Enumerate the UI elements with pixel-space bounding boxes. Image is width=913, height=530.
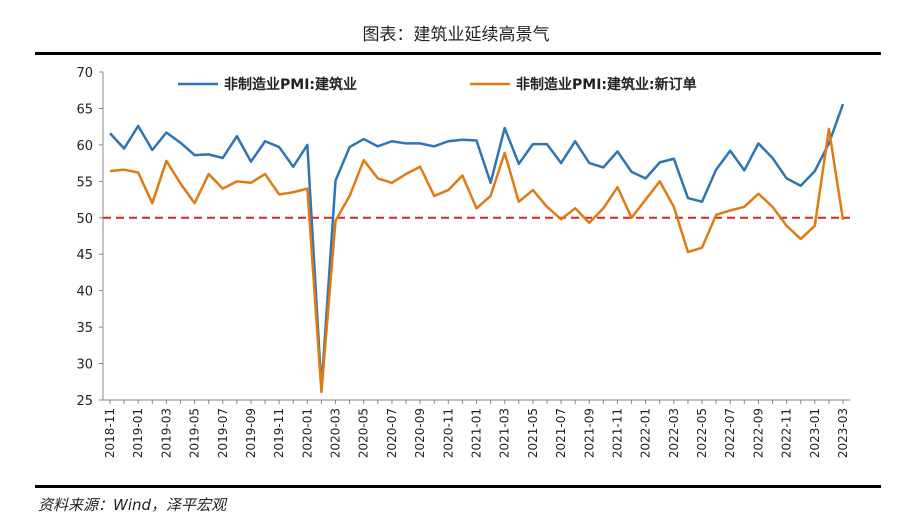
bottom-rule bbox=[35, 485, 881, 488]
top-rule bbox=[35, 52, 881, 55]
x-tick-label: 2020-01 bbox=[300, 408, 314, 458]
y-tick-label: 30 bbox=[76, 358, 93, 373]
y-tick-label: 50 bbox=[76, 212, 93, 227]
x-tick-label: 2018-11 bbox=[103, 408, 117, 458]
x-tick-label: 2022-03 bbox=[667, 408, 681, 458]
x-tick-label: 2019-11 bbox=[272, 408, 286, 458]
x-tick-label: 2022-07 bbox=[723, 408, 737, 458]
x-tick-label: 2023-01 bbox=[808, 408, 822, 458]
x-tick-label: 2022-05 bbox=[695, 408, 709, 458]
y-tick-label: 60 bbox=[76, 139, 93, 154]
x-tick-label: 2020-11 bbox=[441, 408, 455, 458]
chart-title: 图表：建筑业延续高景气 bbox=[363, 25, 550, 45]
series-line bbox=[109, 127, 845, 394]
legend-label: 非制造业PMI:建筑业:新订单 bbox=[516, 76, 697, 93]
source: 资料来源：Wind，泽平宏观 bbox=[38, 496, 228, 514]
x-tick-label: 2021-03 bbox=[498, 408, 512, 458]
legend-label: 非制造业PMI:建筑业 bbox=[224, 76, 357, 93]
x-tick-label: 2022-09 bbox=[751, 408, 765, 458]
y-tick-label: 25 bbox=[76, 394, 93, 409]
x-tick-label: 2020-05 bbox=[357, 408, 371, 458]
y-tick-label: 55 bbox=[76, 175, 93, 190]
x-tick-label: 2021-11 bbox=[610, 408, 624, 458]
x-tick-label: 2020-03 bbox=[329, 408, 343, 458]
x-tick-label: 2019-07 bbox=[216, 408, 230, 458]
y-tick-label: 70 bbox=[76, 66, 93, 81]
x-tick-label: 2022-11 bbox=[780, 408, 794, 458]
y-tick-label: 40 bbox=[76, 285, 93, 300]
x-tick-label: 2020-07 bbox=[385, 408, 399, 458]
x-tick-label: 2020-09 bbox=[413, 408, 427, 458]
x-tick-label: 2021-07 bbox=[554, 408, 568, 458]
x-tick-label: 2019-09 bbox=[244, 408, 258, 458]
series-line bbox=[109, 103, 845, 390]
x-tick-label: 2021-01 bbox=[470, 408, 484, 458]
x-tick-label: 2023-03 bbox=[836, 408, 850, 458]
x-tick-label: 2021-09 bbox=[582, 408, 596, 458]
x-tick-label: 2021-05 bbox=[526, 408, 540, 458]
y-tick-label: 35 bbox=[76, 321, 93, 336]
y-tick-label: 65 bbox=[76, 102, 93, 117]
x-tick-label: 2019-01 bbox=[131, 408, 145, 458]
x-tick-label: 2019-05 bbox=[188, 408, 202, 458]
x-tick-label: 2022-01 bbox=[639, 408, 653, 458]
x-tick-label: 2019-03 bbox=[159, 408, 173, 458]
y-tick-label: 45 bbox=[76, 248, 93, 263]
